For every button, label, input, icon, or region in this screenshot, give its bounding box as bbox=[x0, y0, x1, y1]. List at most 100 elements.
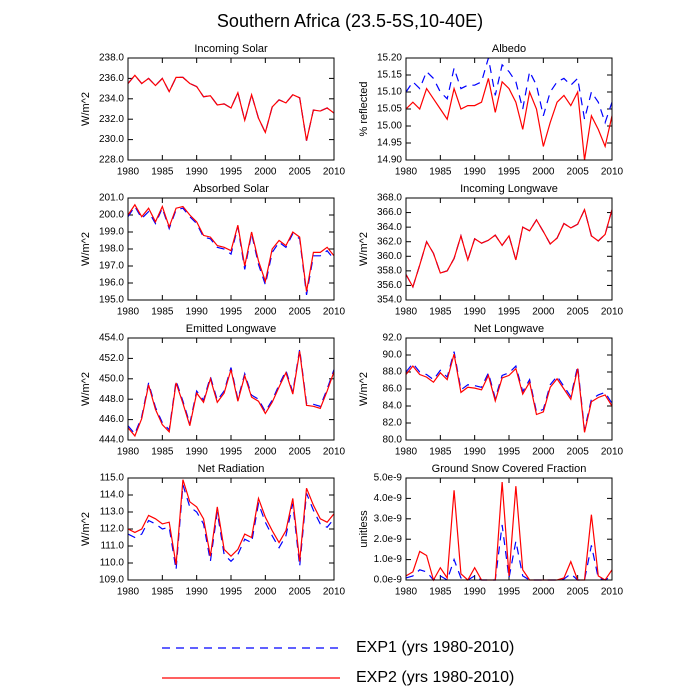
y-tick-label: 364.0 bbox=[377, 222, 402, 233]
y-tick-label: 454.0 bbox=[99, 333, 124, 344]
x-tick-label: 1985 bbox=[151, 447, 174, 458]
plot-frame bbox=[405, 337, 613, 441]
x-tick-label: 1990 bbox=[186, 447, 209, 458]
plot-frame bbox=[405, 197, 613, 301]
y-tick-label: 114.0 bbox=[100, 490, 125, 501]
panel-title: Ground Snow Covered Fraction bbox=[432, 463, 587, 475]
y-tick-label: 88.0 bbox=[383, 367, 403, 378]
panel-title: Net Radiation bbox=[198, 463, 265, 475]
series-line bbox=[127, 74, 335, 141]
panel-title: Incoming Solar bbox=[194, 43, 268, 55]
y-tick-label: 111.0 bbox=[100, 541, 124, 552]
x-tick-label: 1985 bbox=[151, 307, 174, 318]
series-line bbox=[127, 484, 335, 570]
figure-title: Southern Africa (23.5-5S,10-40E) bbox=[217, 11, 483, 31]
y-tick-label: 1.0e-9 bbox=[374, 554, 403, 565]
x-tick-label: 1980 bbox=[395, 587, 418, 598]
y-axis-label: W/m^2 bbox=[80, 232, 92, 266]
x-tick-label: 1990 bbox=[464, 167, 487, 178]
y-tick-label: 201.0 bbox=[99, 193, 124, 204]
y-tick-label: 109.0 bbox=[99, 575, 124, 586]
y-tick-label: 110.0 bbox=[100, 558, 125, 569]
x-tick-label: 1995 bbox=[498, 587, 521, 598]
y-axis-label: unitless bbox=[358, 510, 370, 548]
y-tick-label: 14.95 bbox=[377, 138, 402, 149]
x-tick-label: 2000 bbox=[532, 447, 555, 458]
legend-label: EXP2 (yrs 1980-2010) bbox=[356, 669, 514, 686]
y-tick-label: 230.0 bbox=[99, 134, 124, 145]
y-tick-label: 112.0 bbox=[100, 524, 125, 535]
y-tick-label: 82.0 bbox=[383, 418, 403, 429]
y-tick-label: 115.0 bbox=[100, 473, 125, 484]
y-tick-label: 15.15 bbox=[377, 70, 402, 81]
x-tick-label: 2005 bbox=[289, 167, 312, 178]
x-tick-label: 1995 bbox=[220, 307, 243, 318]
x-tick-label: 1980 bbox=[117, 587, 140, 598]
y-tick-label: 444.0 bbox=[99, 435, 124, 446]
panel-title: Incoming Longwave bbox=[460, 183, 558, 195]
y-tick-label: 113.0 bbox=[100, 507, 125, 518]
y-tick-label: 84.0 bbox=[383, 401, 403, 412]
x-tick-label: 2010 bbox=[601, 447, 624, 458]
x-tick-label: 1995 bbox=[220, 447, 243, 458]
series-line bbox=[127, 479, 335, 565]
y-tick-label: 92.0 bbox=[383, 333, 403, 344]
y-tick-label: 366.0 bbox=[377, 207, 402, 218]
x-tick-label: 1995 bbox=[220, 587, 243, 598]
y-axis-label: W/m^2 bbox=[80, 372, 92, 406]
y-tick-label: 86.0 bbox=[383, 384, 403, 395]
x-tick-label: 1985 bbox=[429, 167, 452, 178]
y-tick-label: 452.0 bbox=[99, 353, 124, 364]
x-tick-label: 2000 bbox=[532, 167, 555, 178]
x-tick-label: 2000 bbox=[254, 447, 277, 458]
y-tick-label: 15.05 bbox=[377, 104, 402, 115]
series-line bbox=[405, 57, 613, 125]
x-tick-label: 2010 bbox=[323, 587, 346, 598]
y-tick-label: 15.00 bbox=[377, 121, 402, 132]
x-tick-label: 2010 bbox=[601, 307, 624, 318]
x-tick-label: 1980 bbox=[395, 447, 418, 458]
y-tick-label: 80.0 bbox=[383, 435, 403, 446]
x-tick-label: 1990 bbox=[186, 167, 209, 178]
plot-frame bbox=[127, 197, 335, 301]
x-tick-label: 1990 bbox=[186, 307, 209, 318]
y-tick-label: 197.0 bbox=[99, 261, 124, 272]
plot-frame bbox=[405, 57, 613, 161]
x-tick-label: 2010 bbox=[323, 447, 346, 458]
y-tick-label: 90.0 bbox=[383, 350, 403, 361]
y-tick-label: 14.90 bbox=[377, 155, 402, 166]
y-tick-label: 199.0 bbox=[99, 227, 124, 238]
x-tick-label: 1995 bbox=[498, 447, 521, 458]
x-tick-label: 2010 bbox=[323, 307, 346, 318]
x-tick-label: 2005 bbox=[567, 587, 590, 598]
series-line bbox=[405, 353, 613, 433]
series-line bbox=[405, 207, 613, 289]
series-line bbox=[405, 482, 613, 582]
x-tick-label: 1985 bbox=[151, 167, 174, 178]
y-tick-label: 228.0 bbox=[99, 155, 124, 166]
x-tick-label: 1980 bbox=[395, 167, 418, 178]
x-tick-label: 1980 bbox=[117, 447, 140, 458]
x-tick-label: 2005 bbox=[289, 307, 312, 318]
x-tick-label: 2005 bbox=[289, 447, 312, 458]
x-tick-label: 2005 bbox=[289, 587, 312, 598]
x-tick-label: 2000 bbox=[532, 307, 555, 318]
x-tick-label: 2005 bbox=[567, 167, 590, 178]
y-tick-label: 5.0e-9 bbox=[374, 473, 403, 484]
x-tick-label: 1985 bbox=[151, 587, 174, 598]
series-line bbox=[127, 203, 335, 292]
x-tick-label: 1980 bbox=[117, 307, 140, 318]
panel-title: Absorbed Solar bbox=[193, 183, 269, 195]
x-tick-label: 1990 bbox=[186, 587, 209, 598]
y-tick-label: 362.0 bbox=[377, 236, 402, 247]
y-tick-label: 15.10 bbox=[377, 87, 402, 98]
x-tick-label: 1990 bbox=[464, 587, 487, 598]
x-tick-label: 1985 bbox=[429, 447, 452, 458]
y-tick-label: 232.0 bbox=[99, 114, 124, 125]
x-tick-label: 2010 bbox=[601, 587, 624, 598]
plot-frame bbox=[127, 57, 335, 161]
panel-title: Emitted Longwave bbox=[186, 323, 277, 335]
series-line bbox=[127, 349, 335, 436]
panel-title: Albedo bbox=[492, 43, 526, 55]
